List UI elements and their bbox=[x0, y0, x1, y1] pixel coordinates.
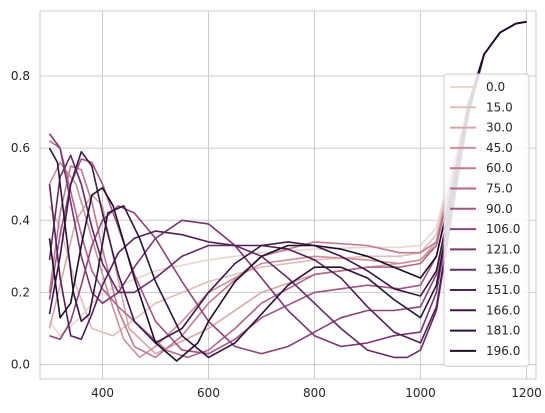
x-tick-label: 400 bbox=[91, 386, 114, 400]
x-tick-label: 1000 bbox=[405, 386, 436, 400]
legend-label-8: 121.0 bbox=[486, 242, 520, 256]
legend-box bbox=[443, 73, 530, 367]
legend-label-12: 181.0 bbox=[486, 324, 520, 338]
axes-frame bbox=[39, 10, 537, 380]
legend-label-9: 136.0 bbox=[486, 263, 520, 277]
legend-label-13: 196.0 bbox=[486, 344, 520, 358]
x-tick-label: 1200 bbox=[511, 386, 542, 400]
legend-label-11: 166.0 bbox=[486, 303, 520, 317]
legend: 0.0 15.0 30.0 45.0 60.0 75.0 90.0 106.0 121.0 136… bbox=[443, 73, 530, 367]
y-tick-label: 0.0 bbox=[11, 358, 30, 372]
y-tick-label: 0.2 bbox=[11, 285, 30, 299]
legend-label-4: 60.0 bbox=[486, 161, 513, 175]
y-tick-label: 0.4 bbox=[11, 213, 30, 227]
legend-label-2: 30.0 bbox=[486, 121, 513, 135]
legend-label-0: 0.0 bbox=[486, 80, 505, 94]
x-tick-label: 600 bbox=[197, 386, 220, 400]
legend-label-1: 15.0 bbox=[486, 100, 513, 114]
legend-label-3: 45.0 bbox=[486, 141, 513, 155]
x-tick-label: 800 bbox=[303, 386, 326, 400]
y-tick-label: 0.8 bbox=[11, 69, 30, 83]
y-tick-label: 0.6 bbox=[11, 141, 30, 155]
legend-label-6: 90.0 bbox=[486, 202, 513, 216]
legend-label-7: 106.0 bbox=[486, 222, 520, 236]
plot-frame bbox=[39, 10, 537, 380]
legend-label-10: 151.0 bbox=[486, 283, 520, 297]
tick-labels: 400 600 800 1000 1200 0.0 0.2 0.4 0.6 0.8 bbox=[11, 69, 542, 400]
legend-label-5: 75.0 bbox=[486, 182, 513, 196]
